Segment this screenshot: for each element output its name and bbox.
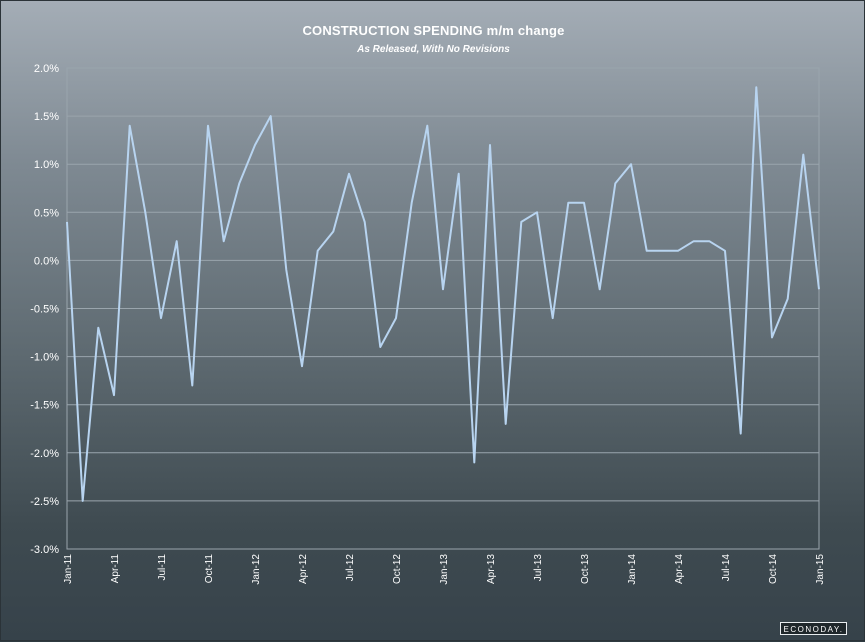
y-tick-label: 2.0%: [34, 63, 59, 75]
data-point: [567, 202, 569, 204]
y-tick-label: -3.0%: [30, 544, 59, 556]
data-point: [771, 336, 773, 338]
chart-title: CONSTRUCTION SPENDING m/m change: [302, 23, 565, 38]
y-tick-label: 0.0%: [34, 255, 59, 267]
data-point: [520, 221, 522, 223]
data-point: [677, 250, 679, 252]
data-point: [144, 211, 146, 213]
series-line: [66, 86, 820, 502]
data-point: [191, 385, 193, 387]
data-point: [708, 240, 710, 242]
x-tick-label: Jul-12: [345, 554, 356, 582]
data-point: [630, 163, 632, 165]
data-point: [97, 327, 99, 329]
data-point: [505, 423, 507, 425]
data-point: [176, 240, 178, 242]
x-tick-label: Apr-11: [110, 554, 121, 584]
data-point: [317, 250, 319, 252]
data-point: [802, 154, 804, 156]
data-point: [599, 288, 601, 290]
data-point: [426, 125, 428, 127]
x-tick-label: Jan-11: [63, 554, 74, 584]
data-point: [724, 250, 726, 252]
x-tick-label: Oct-11: [204, 554, 215, 584]
data-point: [489, 144, 491, 146]
data-point: [160, 317, 162, 319]
data-point: [395, 317, 397, 319]
data-point: [129, 125, 131, 127]
y-tick-label: 1.0%: [34, 159, 59, 171]
x-tick-label: Jul-14: [721, 554, 732, 582]
econoday-logo: ECONODAY.: [780, 622, 847, 635]
data-point: [411, 202, 413, 204]
y-tick-label: 0.5%: [34, 207, 59, 219]
x-tick-label: Jan-13: [439, 554, 450, 585]
x-tick-label: Oct-13: [580, 554, 591, 584]
x-tick-label: Oct-14: [768, 554, 779, 584]
data-point: [379, 346, 381, 348]
y-tick-label: -1.0%: [30, 352, 59, 364]
data-point: [207, 125, 209, 127]
data-point: [787, 298, 789, 300]
data-point: [270, 115, 272, 117]
data-point: [113, 394, 115, 396]
data-point: [332, 231, 334, 233]
chart-subtitle: As Released, With No Revisions: [357, 44, 510, 55]
data-point: [661, 250, 663, 252]
data-point: [442, 288, 444, 290]
x-tick-label: Jul-13: [533, 554, 544, 582]
data-point: [552, 317, 554, 319]
y-tick-label: -0.5%: [30, 304, 59, 316]
x-tick-label: Apr-14: [674, 554, 685, 584]
data-point: [583, 202, 585, 204]
data-point: [755, 86, 757, 88]
y-tick-label: -1.5%: [30, 400, 59, 412]
data-point: [285, 269, 287, 271]
data-point: [348, 173, 350, 175]
x-tick-label: Oct-12: [392, 554, 403, 584]
data-point: [364, 221, 366, 223]
data-point: [536, 211, 538, 213]
x-tick-label: Jan-14: [627, 554, 638, 585]
data-point: [473, 461, 475, 463]
data-point: [646, 250, 648, 252]
x-tick-label: Apr-13: [486, 554, 497, 584]
data-point: [818, 288, 820, 290]
data-point: [458, 173, 460, 175]
x-tick-label: Jan-15: [815, 554, 826, 585]
data-point: [82, 500, 84, 502]
data-point: [238, 182, 240, 184]
data-point: [614, 182, 616, 184]
y-tick-label: -2.0%: [30, 448, 59, 460]
data-point: [693, 240, 695, 242]
data-point: [740, 433, 742, 435]
data-point: [301, 365, 303, 367]
data-point: [223, 240, 225, 242]
y-tick-label: 1.5%: [34, 111, 59, 123]
data-point: [254, 144, 256, 146]
data-point: [66, 221, 68, 223]
x-tick-label: Jan-12: [251, 554, 262, 585]
y-tick-label: -2.5%: [30, 496, 59, 508]
x-tick-label: Apr-12: [298, 554, 309, 584]
x-tick-label: Jul-11: [157, 554, 168, 581]
